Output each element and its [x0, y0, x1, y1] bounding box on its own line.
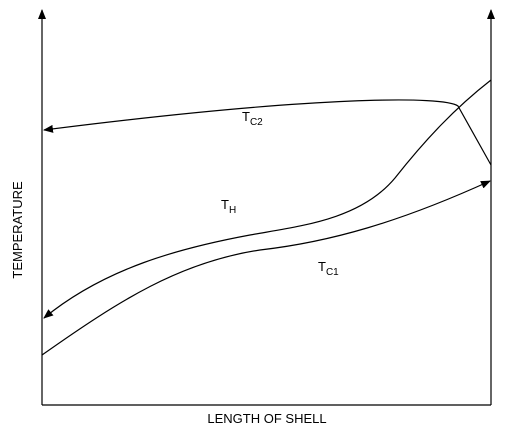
curve-th: [43, 79, 492, 319]
label-part: T: [242, 109, 250, 124]
label-part: T: [318, 259, 326, 274]
label-part: C1: [326, 267, 339, 278]
label-part: T: [221, 197, 229, 212]
curve-label: TH: [221, 197, 236, 216]
x-axis-label: LENGTH OF SHELL: [207, 411, 326, 426]
label-part: C2: [250, 117, 263, 128]
curve-label: TC2: [242, 109, 263, 128]
y-axis-label: TEMPERATURE: [10, 181, 25, 279]
curve-label: TC1: [318, 259, 339, 278]
curve-tc1: [41, 180, 491, 356]
curve-tc2: [43, 99, 492, 166]
label-part: H: [229, 205, 236, 216]
